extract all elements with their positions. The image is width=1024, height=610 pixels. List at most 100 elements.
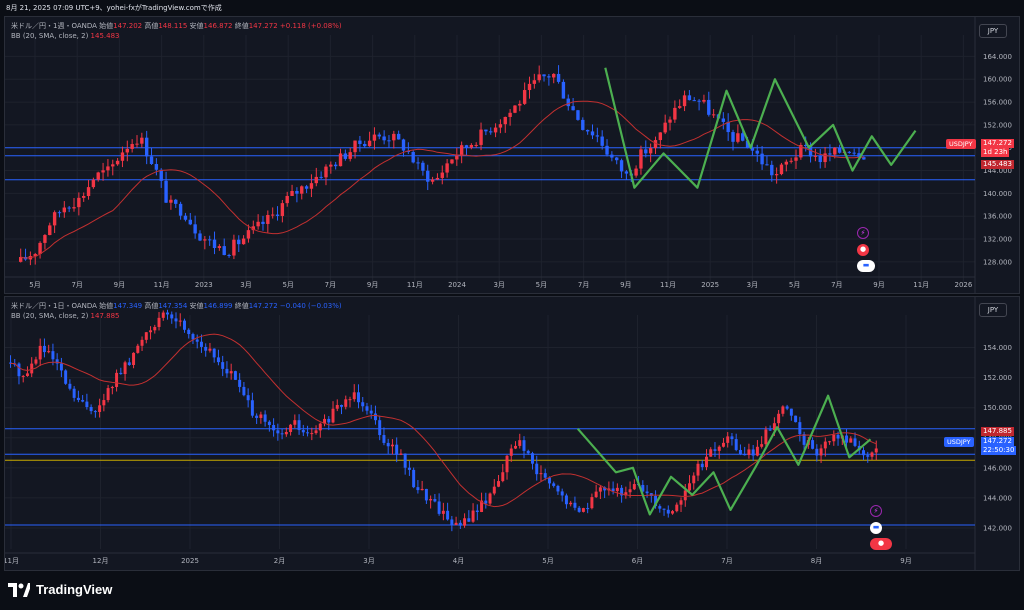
candle-body [464, 145, 469, 148]
candle-body [331, 408, 335, 423]
candle-body [474, 144, 478, 146]
event-icon[interactable]: ● [857, 244, 869, 256]
candle-body [697, 100, 701, 102]
candle-body [435, 177, 440, 180]
candle-body [815, 448, 819, 456]
candle-body [81, 400, 85, 402]
daily-chart-pane[interactable]: 154.000152.000150.000148.000146.000144.0… [4, 296, 1020, 571]
currency-button[interactable]: JPY [979, 303, 1007, 317]
low-label: 安値 [189, 302, 204, 310]
candle-body [433, 499, 437, 502]
weekly-bb-legend[interactable]: BB (20, SMA, close, 2) 145.483 [11, 32, 120, 40]
y-tick-label: 128.000 [983, 258, 1012, 266]
candle-body [595, 135, 600, 137]
candle-body [675, 504, 679, 512]
candle-body [804, 145, 808, 147]
weekly-chart-pane[interactable]: 164.000160.000156.000152.000148.000144.0… [4, 16, 1020, 294]
candle-body [275, 214, 280, 216]
candle-body [178, 203, 183, 216]
candle-body [67, 207, 71, 209]
legend-symbol: 米ドル／円・1週・OANDA [11, 22, 97, 30]
candle-body [645, 491, 649, 494]
candle-body [9, 362, 12, 364]
candle-body [106, 388, 110, 401]
candle-body [309, 183, 314, 189]
candle-body [246, 395, 250, 401]
candle-body [300, 186, 304, 194]
candle-body [663, 122, 667, 133]
candle-body [136, 345, 140, 353]
candle-body [467, 518, 471, 522]
candle-body [760, 444, 764, 447]
candle-body [777, 413, 781, 424]
x-tick-label: 7月 [831, 281, 842, 289]
candle-body [471, 510, 475, 522]
candle-body [115, 372, 119, 387]
candle-body [531, 453, 534, 464]
change-value: −0.040 (−0.03%) [279, 302, 342, 310]
lightning-icon[interactable]: ⚡ [870, 505, 882, 517]
candle-body [828, 153, 832, 155]
candle-body [731, 132, 735, 142]
candle-body [259, 414, 263, 418]
y-tick-label: 144.000 [983, 167, 1012, 175]
close-value: 147.272 [248, 22, 278, 30]
candle-body [170, 314, 174, 319]
candle-body [217, 246, 222, 249]
candle-body [784, 161, 789, 165]
candle-body [785, 406, 789, 409]
candle-body [741, 133, 745, 141]
tradingview-logo[interactable]: TradingView [8, 582, 112, 597]
candle-body [367, 140, 372, 147]
last-price-tag: 147.272 [981, 139, 1014, 148]
candle-body [198, 233, 202, 241]
candle-body [96, 172, 100, 180]
candle-body [289, 424, 293, 432]
daily-chart-canvas[interactable]: 154.000152.000150.000148.000146.000144.0… [5, 297, 1019, 570]
candle-body [159, 169, 163, 181]
y-tick-label: 156.000 [983, 99, 1012, 107]
candle-body [130, 144, 134, 149]
candle-body [396, 133, 401, 140]
currency-button[interactable]: JPY [979, 24, 1007, 38]
lightning-icon[interactable]: ⚡ [857, 227, 869, 239]
candle-body [188, 219, 192, 225]
x-tick-label: 9月 [367, 281, 378, 289]
low-label: 安値 [189, 22, 204, 30]
candle-body [779, 164, 784, 175]
candle-body [338, 153, 343, 167]
candle-body [526, 450, 530, 454]
candle-body [440, 172, 444, 178]
candle-body [72, 388, 76, 398]
y-tick-label: 160.000 [983, 76, 1012, 84]
event-icon[interactable]: ● [870, 538, 892, 550]
candle-body [577, 507, 581, 512]
us-flag-icon[interactable]: ▬ [870, 522, 882, 534]
candle-body [115, 160, 120, 165]
candle-body [774, 174, 779, 176]
brand-name: TradingView [36, 582, 113, 597]
candle-body [870, 452, 874, 457]
candle-body [662, 508, 666, 510]
candle-body [833, 147, 837, 155]
bb-middle-line [20, 100, 864, 259]
candle-body [314, 430, 318, 434]
candle-body [488, 493, 492, 504]
daily-bb-legend[interactable]: BB (20, SMA, close, 2) 147.885 [11, 312, 120, 320]
candle-body [743, 454, 747, 456]
candle-body [492, 486, 496, 494]
candle-body [191, 334, 195, 340]
candle-body [250, 400, 254, 416]
us-flag-icon[interactable]: ▬ [857, 260, 875, 272]
candle-body [324, 166, 328, 178]
weekly-chart-canvas[interactable]: 164.000160.000156.000152.000148.000144.0… [5, 17, 1019, 293]
candle-body [799, 145, 803, 158]
candle-body [421, 162, 425, 171]
candle-body [365, 406, 369, 411]
candle-body [770, 164, 774, 176]
candle-body [203, 239, 207, 241]
candle-body [789, 408, 793, 416]
candle-body [157, 317, 161, 327]
candle-body [195, 339, 199, 342]
legend-symbol: 米ドル／円・1日・OANDA [11, 302, 97, 310]
